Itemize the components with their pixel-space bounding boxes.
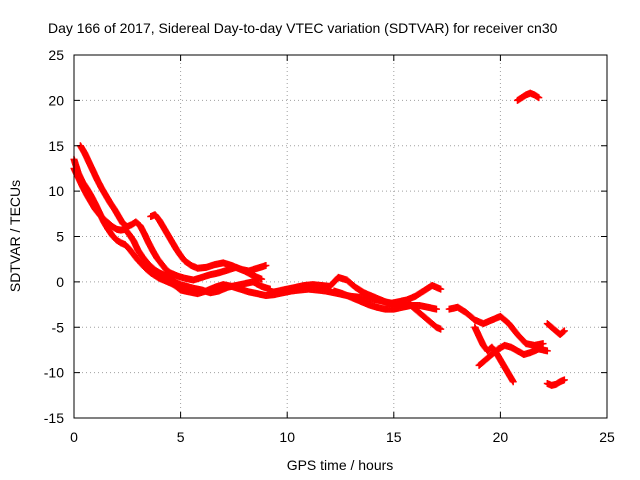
y-tick-label: -5 [52,319,65,335]
data-point [509,378,517,386]
series-track-k [513,89,543,104]
chart-title: Day 166 of 2017, Sidereal Day-to-day VTE… [48,20,558,36]
data-point [543,347,551,355]
data-point [560,376,568,384]
data-point [560,327,568,335]
y-axis-label: SDTVAR / TECUs [7,180,23,292]
data-points [70,89,568,389]
data-point [437,325,445,333]
x-tick-label: 15 [386,429,402,445]
axis-ticks: 0 5 10 15 20 25 -15 -10 -5 0 5 10 15 20 25 [44,47,615,445]
series-track-f [330,287,445,333]
data-point [535,94,543,102]
data-point [559,328,567,336]
x-tick-label: 5 [177,429,185,445]
series-track-d [147,211,270,275]
data-point [262,262,270,270]
x-tick-label: 0 [70,429,78,445]
data-point [258,275,266,283]
y-tick-label: 15 [48,138,64,154]
data-point [539,340,547,348]
x-tick-label: 20 [493,429,509,445]
x-tick-label: 25 [599,429,615,445]
series-track-h [471,323,517,386]
series-track-e [266,273,445,308]
series-track-j [543,320,568,339]
x-tick-label: 10 [279,429,295,445]
series-track-g [445,303,547,349]
y-tick-label: 20 [48,92,64,108]
series-track-i [475,341,551,369]
y-tick-label: -10 [44,365,64,381]
data-point [432,305,440,313]
series-track-l [543,376,568,389]
series-track-b [76,142,266,284]
y-tick-label: -15 [44,410,64,426]
y-tick-label: 25 [48,47,64,63]
x-axis-label: GPS time / hours [287,457,394,473]
data-point [437,285,445,293]
y-tick-label: 10 [48,183,64,199]
grid [74,55,607,418]
y-tick-label: 5 [56,229,64,245]
y-tick-label: 0 [56,274,64,290]
